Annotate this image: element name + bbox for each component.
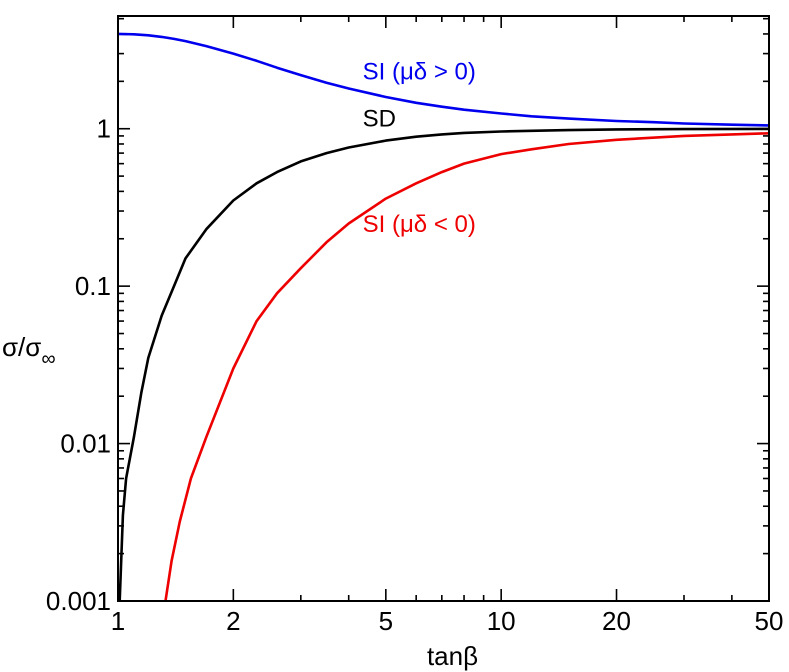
x-tick-label: 10	[487, 606, 516, 636]
y-axis-title-main: σ/σ	[2, 332, 41, 362]
x-axis-title: tanβ	[427, 641, 478, 671]
y-axis-title-subscript: ∞	[41, 348, 55, 370]
series-line-si-negative	[164, 132, 769, 601]
y-tick-label: 0.001	[46, 586, 111, 616]
x-tick-label: 5	[379, 606, 393, 636]
annotation-label: SI (μδ < 0)	[363, 211, 476, 238]
curves-layer	[118, 32, 769, 601]
series-line-si-positive	[118, 32, 769, 127]
x-tick-label: 50	[755, 606, 784, 636]
y-tick-label: 1	[97, 114, 111, 144]
annotation-label: SD	[363, 106, 396, 133]
series-line-sd	[118, 127, 769, 601]
annotation-label: SI (μδ > 0)	[363, 59, 476, 86]
y-tick-label: 0.1	[75, 271, 111, 301]
labels-layer: 1 2 5 10 20 50 0.001 0.01 0.1 1 SI (μδ > 0) SD SI (μ…	[46, 59, 784, 636]
x-tick-label: 2	[226, 606, 240, 636]
x-tick-label: 1	[111, 606, 125, 636]
plot-frame	[117, 15, 770, 602]
y-tick-label: 0.01	[60, 429, 111, 459]
x-tick-label: 20	[602, 606, 631, 636]
y-axis-title: σ/σ∞	[2, 332, 56, 370]
